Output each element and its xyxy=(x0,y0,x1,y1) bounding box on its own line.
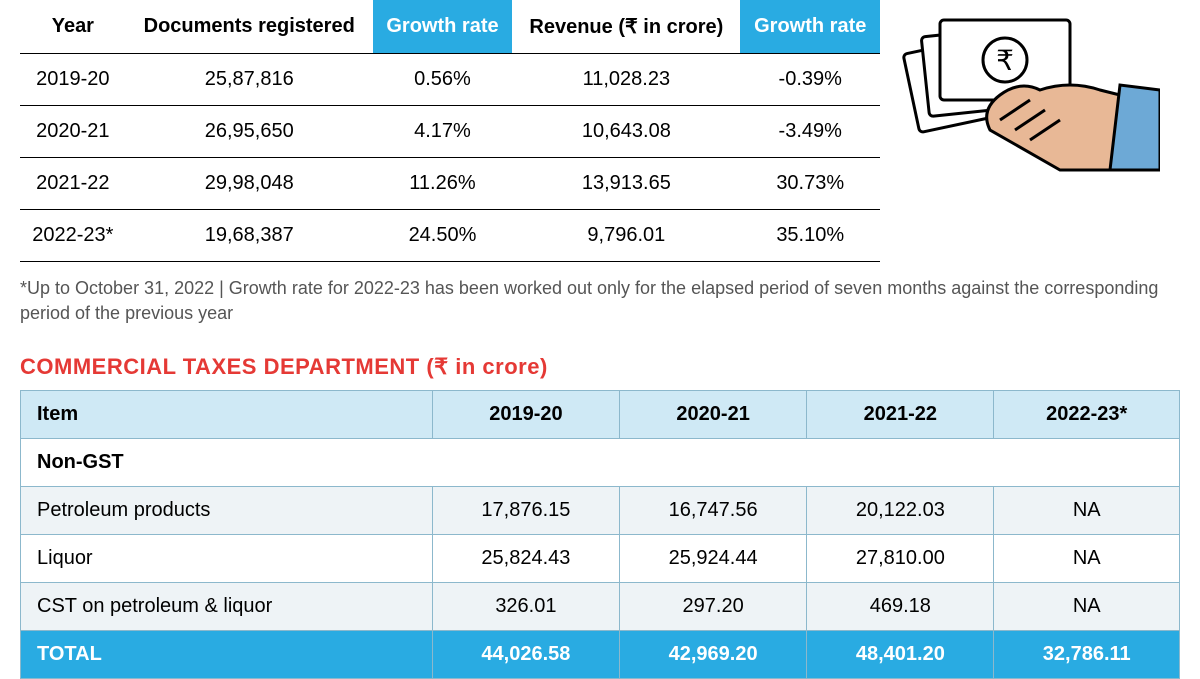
col-2021: 2021-22 xyxy=(807,391,994,439)
svg-text:₹: ₹ xyxy=(996,45,1014,76)
col-documents: Documents registered xyxy=(126,0,373,54)
col-2019: 2019-20 xyxy=(432,391,619,439)
total-row: TOTAL 44,026.58 42,969.20 48,401.20 32,7… xyxy=(21,631,1180,679)
hand-holding-money-icon: ₹ xyxy=(880,10,1160,210)
commercial-taxes-table: Item 2019-20 2020-21 2021-22 2022-23* No… xyxy=(20,390,1180,679)
table-row: 2020-21 26,95,650 4.17% 10,643.08 -3.49% xyxy=(20,106,880,158)
col-growth1: Growth rate xyxy=(373,0,512,54)
col-revenue: Revenue (₹ in crore) xyxy=(512,0,740,54)
col-2022: 2022-23* xyxy=(994,391,1180,439)
col-2020: 2020-21 xyxy=(620,391,807,439)
commercial-taxes-heading: COMMERCIAL TAXES DEPARTMENT (₹ in crore) xyxy=(20,354,1180,380)
table-row: CST on petroleum & liquor 326.01 297.20 … xyxy=(21,583,1180,631)
registration-revenue-table: Year Documents registered Growth rate Re… xyxy=(20,0,880,262)
footnote-text: *Up to October 31, 2022 | Growth rate fo… xyxy=(20,276,1180,326)
table-row: 2019-20 25,87,816 0.56% 11,028.23 -0.39% xyxy=(20,54,880,106)
table-row: 2022-23* 19,68,387 24.50% 9,796.01 35.10… xyxy=(20,210,880,262)
table-row: 2021-22 29,98,048 11.26% 13,913.65 30.73… xyxy=(20,158,880,210)
col-growth2: Growth rate xyxy=(740,0,880,54)
section-row: Non-GST xyxy=(21,439,1180,487)
col-year: Year xyxy=(20,0,126,54)
table-row: Liquor 25,824.43 25,924.44 27,810.00 NA xyxy=(21,535,1180,583)
col-item: Item xyxy=(21,391,433,439)
table-row: Petroleum products 17,876.15 16,747.56 2… xyxy=(21,487,1180,535)
